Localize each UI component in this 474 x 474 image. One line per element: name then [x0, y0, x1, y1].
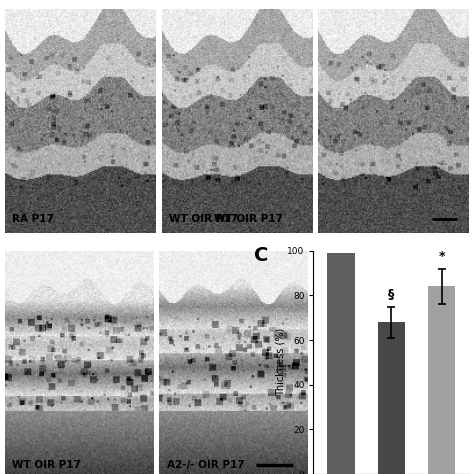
Bar	[328, 253, 355, 474]
Text: C: C	[255, 246, 269, 265]
Bar	[378, 322, 405, 474]
Text: §: §	[388, 288, 394, 301]
Text: WT OIR P17: WT OIR P17	[12, 459, 81, 470]
Text: *: *	[438, 250, 445, 263]
Text: RA P17: RA P17	[12, 214, 54, 224]
Y-axis label: Thickness (%): Thickness (%)	[276, 328, 286, 396]
Text: WT OIR P17: WT OIR P17	[169, 214, 238, 224]
Bar	[428, 286, 456, 474]
Text: WT OIR P17: WT OIR P17	[214, 214, 283, 224]
Text: A2-/- OIR P17: A2-/- OIR P17	[166, 459, 244, 470]
